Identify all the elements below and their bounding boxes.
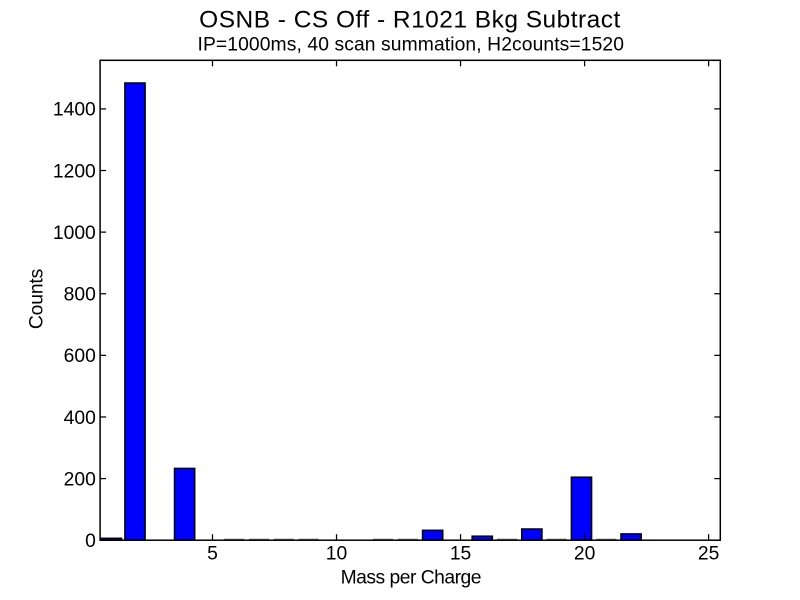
svg-text:200: 200 — [64, 469, 96, 490]
svg-text:Counts: Counts — [26, 269, 47, 329]
svg-text:Mass per Charge: Mass per Charge — [341, 567, 481, 588]
svg-text:1400: 1400 — [53, 100, 96, 121]
svg-text:1000: 1000 — [53, 223, 96, 244]
svg-text:20: 20 — [574, 544, 595, 565]
svg-text:600: 600 — [64, 346, 96, 367]
svg-text:1200: 1200 — [53, 161, 96, 182]
svg-text:800: 800 — [64, 285, 96, 306]
svg-text:400: 400 — [64, 408, 96, 429]
svg-text:0: 0 — [85, 531, 96, 552]
svg-text:10: 10 — [326, 544, 347, 565]
svg-text:OSNB - CS Off - R1021 Bkg Subt: OSNB - CS Off - R1021 Bkg Subtract — [199, 7, 621, 34]
svg-text:IP=1000ms, 40 scan summation,: IP=1000ms, 40 scan summation, H2counts=1… — [197, 35, 624, 56]
svg-text:5: 5 — [207, 544, 218, 565]
svg-text:25: 25 — [698, 544, 719, 565]
svg-text:15: 15 — [450, 544, 471, 565]
